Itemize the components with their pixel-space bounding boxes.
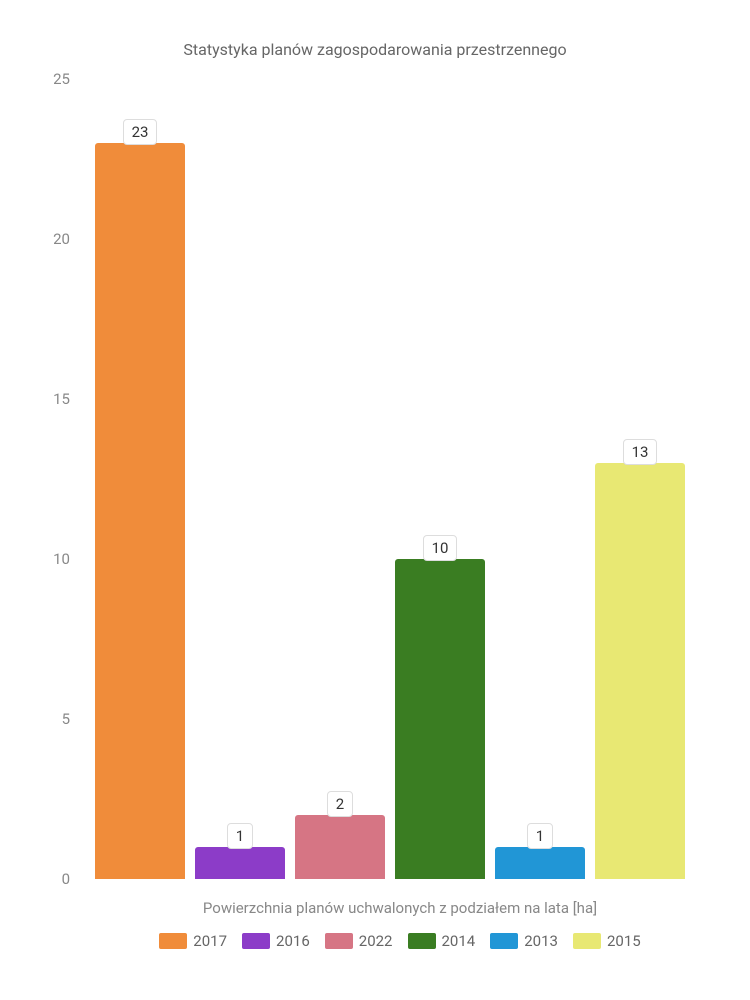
legend-swatch xyxy=(242,933,270,949)
y-axis: 0510152025 xyxy=(30,79,80,879)
bar xyxy=(395,559,485,879)
plot-area: 0510152025 231210113 xyxy=(80,79,700,879)
bar xyxy=(295,815,385,879)
legend-item: 2013 xyxy=(490,932,558,950)
x-axis-label: Powierzchnia planów uchwalonych z podzia… xyxy=(80,899,720,917)
bars-group: 23 1 2 10 1 13 xyxy=(80,79,700,879)
bar-wrapper: 2 xyxy=(290,79,390,879)
legend: 2017 2016 2022 2014 2013 2015 xyxy=(80,932,720,950)
chart-container: Statystyka planów zagospodarowania przes… xyxy=(0,0,750,1000)
legend-item: 2014 xyxy=(408,932,476,950)
legend-swatch xyxy=(490,933,518,949)
bar-value-label: 2 xyxy=(327,791,353,817)
legend-swatch xyxy=(573,933,601,949)
bar-value-label: 1 xyxy=(527,823,553,849)
y-tick: 15 xyxy=(53,390,70,408)
legend-item: 2017 xyxy=(159,932,227,950)
legend-swatch xyxy=(325,933,353,949)
bar-wrapper: 23 xyxy=(90,79,190,879)
y-tick: 20 xyxy=(53,230,70,248)
y-tick: 5 xyxy=(62,710,70,728)
bar-value-label: 1 xyxy=(227,823,253,849)
bar-value-label: 10 xyxy=(423,535,458,561)
bar xyxy=(95,143,185,879)
legend-label: 2013 xyxy=(524,932,558,950)
bar-wrapper: 1 xyxy=(490,79,590,879)
bar xyxy=(195,847,285,879)
legend-label: 2022 xyxy=(359,932,393,950)
legend-item: 2022 xyxy=(325,932,393,950)
legend-label: 2015 xyxy=(607,932,641,950)
legend-swatch xyxy=(159,933,187,949)
legend-item: 2015 xyxy=(573,932,641,950)
bar xyxy=(595,463,685,879)
legend-label: 2014 xyxy=(442,932,476,950)
bar-wrapper: 13 xyxy=(590,79,690,879)
bar xyxy=(495,847,585,879)
y-tick: 25 xyxy=(53,70,70,88)
legend-label: 2016 xyxy=(276,932,310,950)
bar-wrapper: 1 xyxy=(190,79,290,879)
bar-value-label: 13 xyxy=(623,439,658,465)
legend-item: 2016 xyxy=(242,932,310,950)
legend-label: 2017 xyxy=(193,932,227,950)
y-tick: 10 xyxy=(53,550,70,568)
bar-wrapper: 10 xyxy=(390,79,490,879)
legend-swatch xyxy=(408,933,436,949)
chart-title: Statystyka planów zagospodarowania przes… xyxy=(30,40,720,59)
bar-value-label: 23 xyxy=(123,119,158,145)
y-tick: 0 xyxy=(62,870,70,888)
